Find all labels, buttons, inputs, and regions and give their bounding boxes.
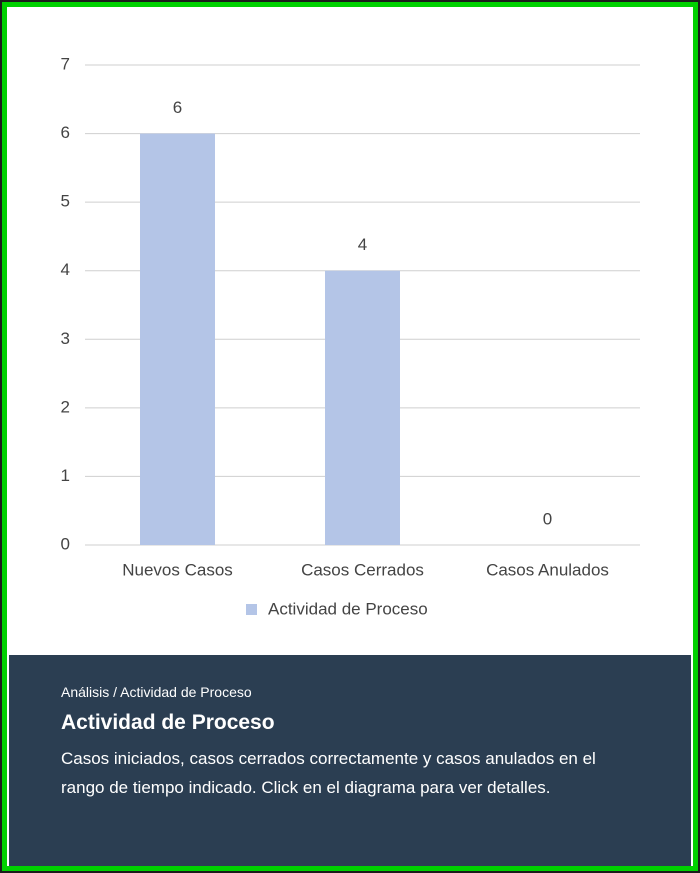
data-label: 0: [543, 509, 552, 528]
card-title: Actividad de Proceso: [61, 711, 275, 734]
data-label: 6: [173, 98, 182, 117]
x-tick-label: Casos Anulados: [486, 560, 609, 579]
chart[interactable]: 0 1 2 3 4 5 6 7 Nuevos Casos Casos Cerrados Casos …: [0, 0, 700, 655]
bar: [140, 133, 215, 546]
breadcrumb: Análisis / Actividad de Proceso: [61, 684, 252, 700]
y-tick-label: 1: [61, 466, 70, 485]
card-description: Casos iniciados, casos cerrados correcta…: [61, 749, 596, 797]
legend-label: Actividad de Proceso: [268, 599, 428, 618]
y-tick-label: 0: [61, 534, 70, 553]
y-tick-label: 5: [61, 192, 70, 211]
y-tick-label: 2: [61, 397, 70, 416]
y-tick-label: 3: [61, 329, 70, 348]
y-tick-label: 6: [61, 123, 70, 142]
data-label: 4: [358, 235, 367, 254]
y-tick-label: 7: [61, 54, 70, 73]
legend-swatch: [246, 604, 257, 615]
card-footer: Análisis / Actividad de Proceso Activida…: [9, 655, 691, 867]
bar: [325, 270, 400, 545]
x-tick-label: Casos Cerrados: [301, 560, 424, 579]
x-tick-label: Nuevos Casos: [122, 560, 233, 579]
y-tick-label: 4: [61, 260, 70, 279]
